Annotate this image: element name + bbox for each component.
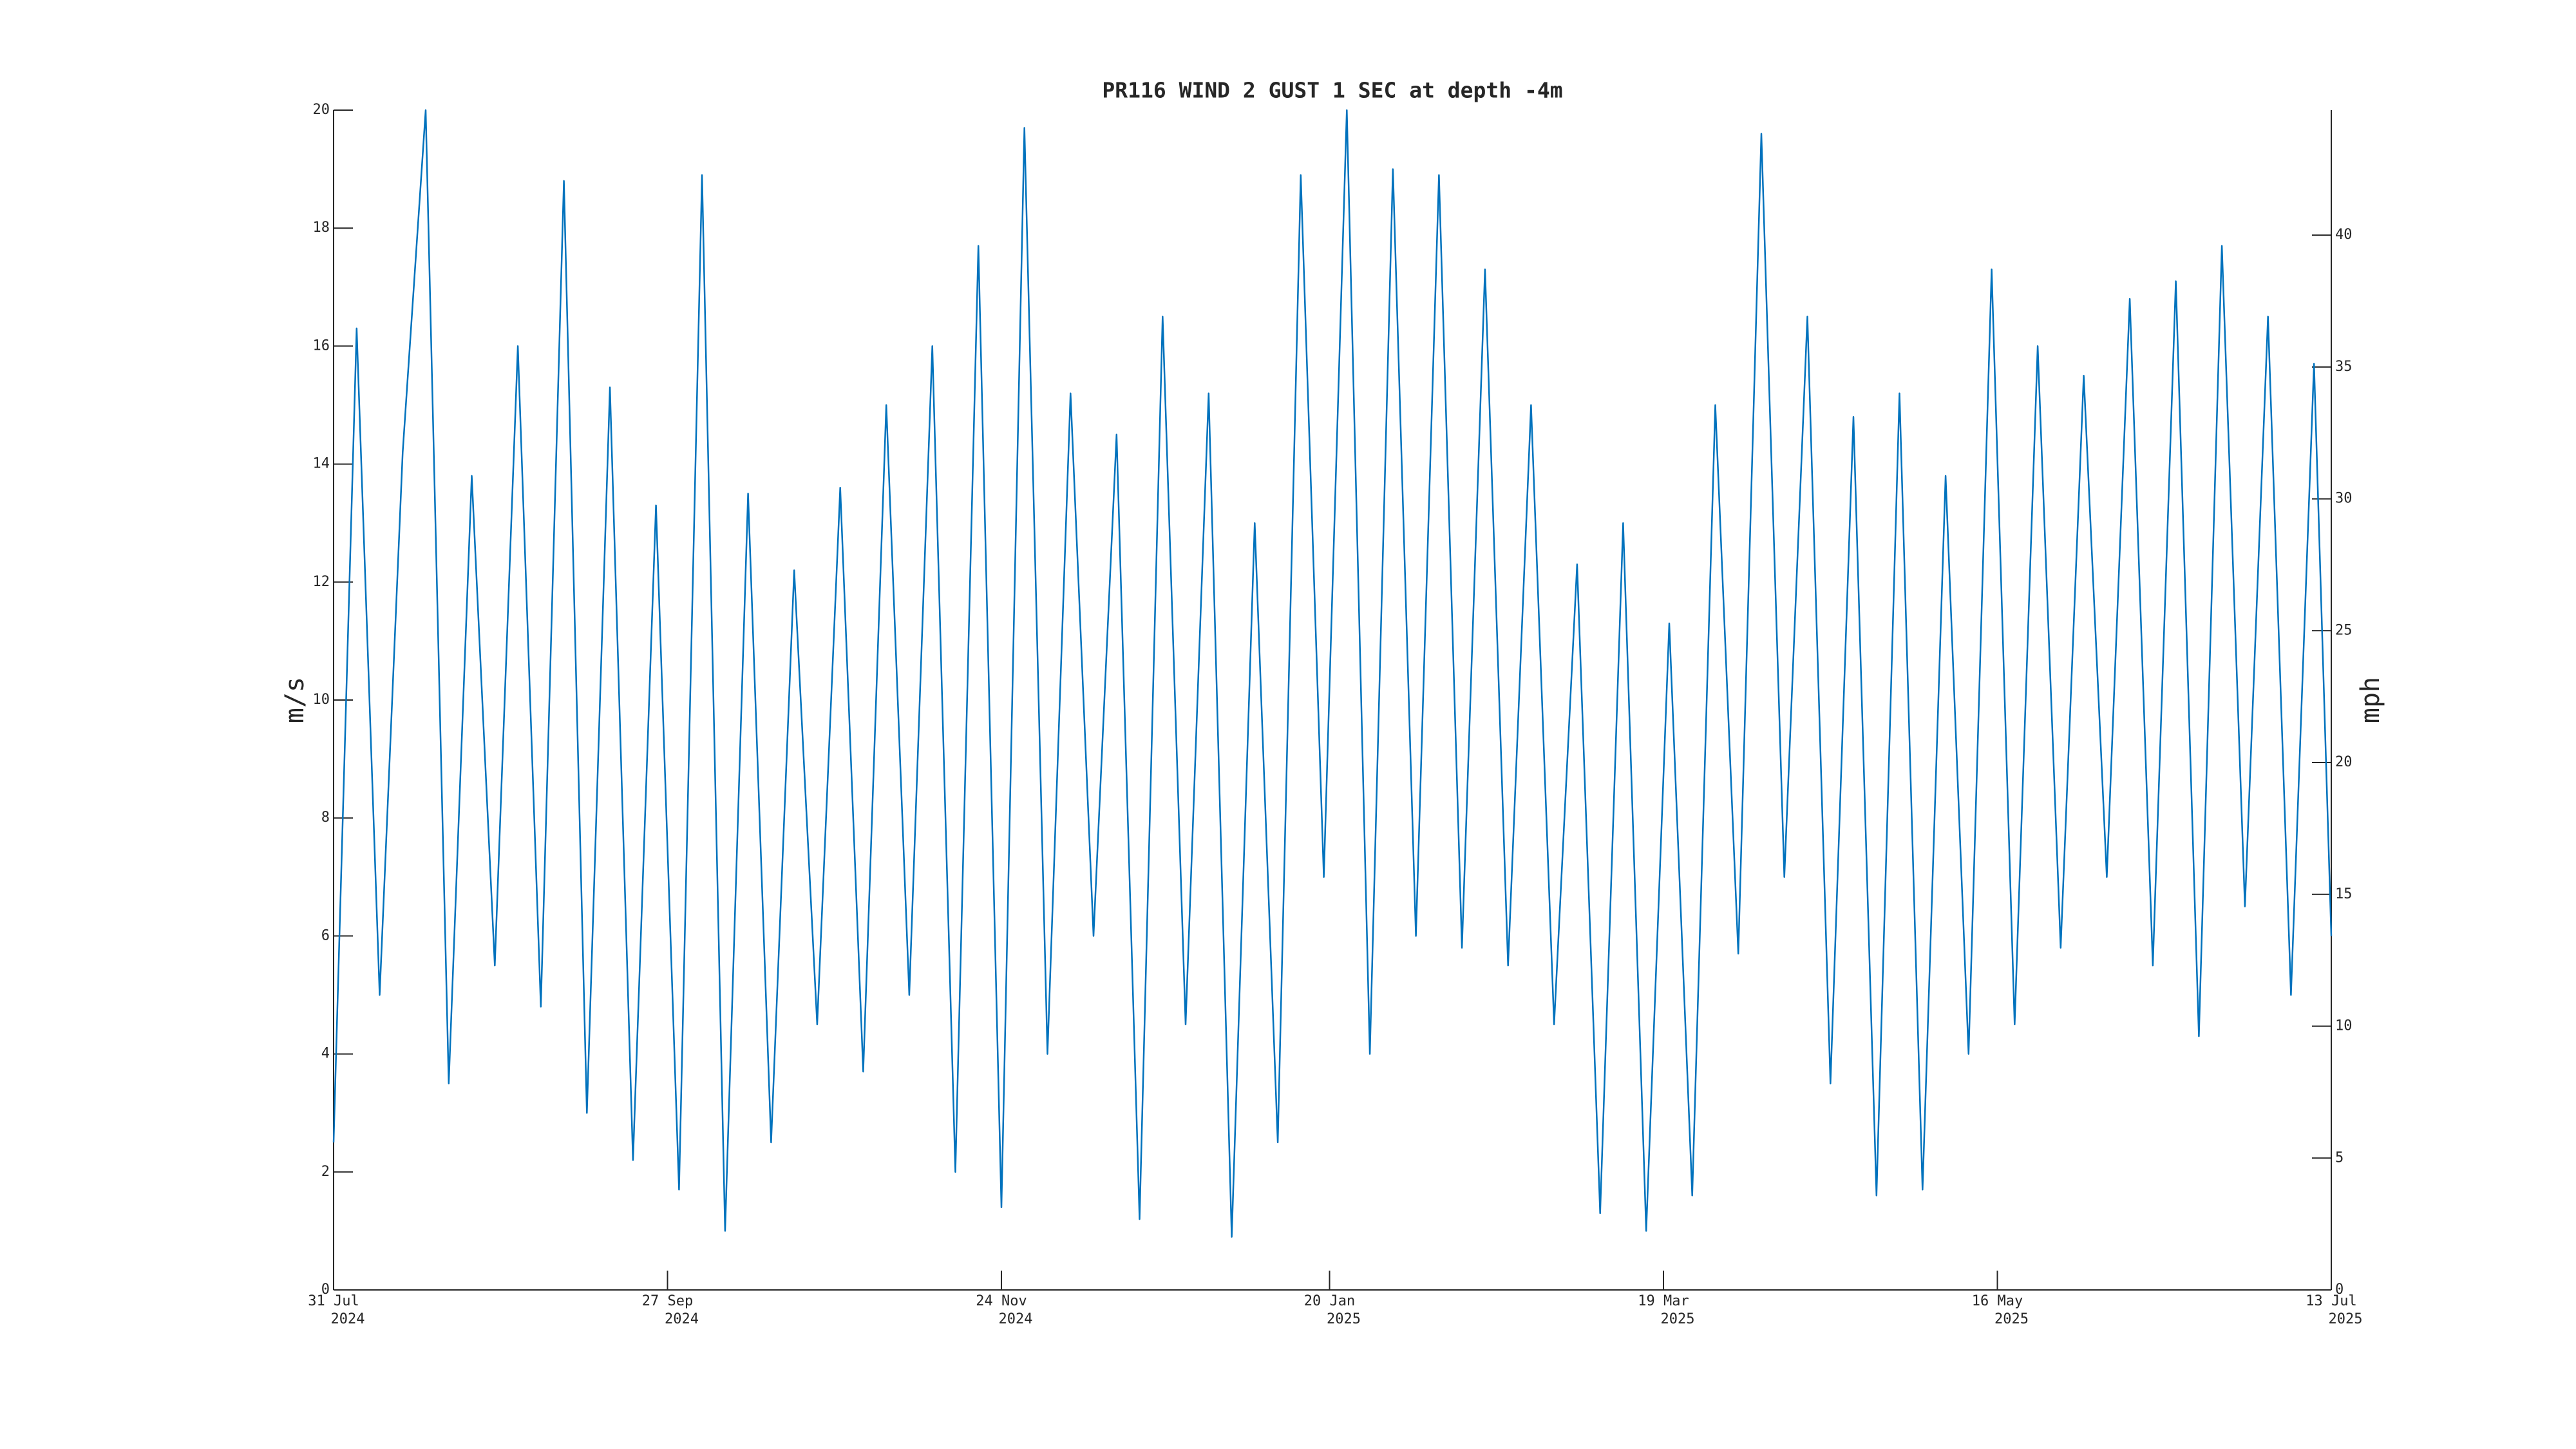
x-tick-label: 2024 bbox=[998, 1311, 1032, 1327]
y-tick-label: 8 bbox=[321, 810, 330, 826]
x-tick-label: 2025 bbox=[1994, 1311, 2029, 1327]
y-tick-label: 10 bbox=[313, 692, 330, 708]
y-tick-label: 20 bbox=[313, 102, 330, 118]
y2-tick-label: 25 bbox=[2335, 622, 2353, 638]
y-tick-label: 6 bbox=[321, 927, 330, 943]
x-tick-label: 13 Jul bbox=[2306, 1293, 2356, 1309]
y-tick-label: 2 bbox=[321, 1164, 330, 1180]
y-tick-label: 0 bbox=[321, 1282, 330, 1298]
y-tick-label: 4 bbox=[321, 1046, 330, 1062]
y2-tick-label: 15 bbox=[2335, 886, 2353, 902]
y2-tick-label: 20 bbox=[2335, 754, 2353, 770]
y2-tick-label: 30 bbox=[2335, 491, 2353, 507]
x-tick-label: 2025 bbox=[1327, 1311, 1361, 1327]
y2-tick-label: 10 bbox=[2335, 1018, 2353, 1034]
y2-tick-label: 0 bbox=[2335, 1282, 2344, 1298]
x-tick-label: 27 Sep bbox=[642, 1293, 693, 1309]
y2-tick-label: 5 bbox=[2335, 1150, 2344, 1166]
x-tick-label: 2025 bbox=[1661, 1311, 1695, 1327]
x-tick-label: 24 Nov bbox=[976, 1293, 1027, 1309]
chart-title: PR116 WIND 2 GUST 1 SEC at depth -4m bbox=[1102, 78, 1562, 103]
y-tick-label: 14 bbox=[313, 456, 330, 472]
y2-tick-label: 35 bbox=[2335, 359, 2353, 375]
y2-tick-label: 40 bbox=[2335, 227, 2353, 243]
y-tick-label: 16 bbox=[313, 337, 330, 354]
x-tick-label: 20 Jan bbox=[1304, 1293, 1355, 1309]
x-tick-label: 16 May bbox=[1972, 1293, 2023, 1309]
data-line bbox=[332, 109, 2333, 1238]
x-tick-label: 19 Mar bbox=[1638, 1293, 1689, 1309]
x-tick-label: 2024 bbox=[665, 1311, 699, 1327]
y-tick-label: 18 bbox=[313, 220, 330, 236]
x-tick-label: 2025 bbox=[2329, 1311, 2363, 1327]
y-tick-label: 12 bbox=[313, 574, 330, 590]
y2-axis-label: mph bbox=[2356, 677, 2385, 723]
y-axis-label: m/s bbox=[280, 677, 310, 723]
x-tick-label: 31 Jul bbox=[308, 1293, 359, 1309]
x-tick-label: 2024 bbox=[331, 1311, 365, 1327]
